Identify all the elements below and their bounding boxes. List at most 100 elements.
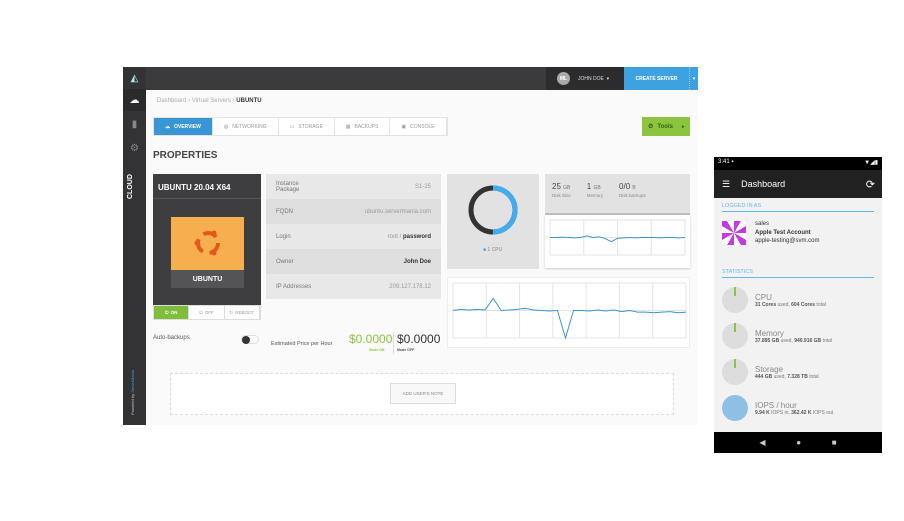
- unplug-icon: ⏻: [199, 310, 203, 315]
- auto-backups-label: Auto-backups: [153, 335, 190, 341]
- tab-label: OVERVIEW: [174, 123, 201, 130]
- cpu-donut: [468, 185, 518, 235]
- info-value: S1-25: [414, 183, 431, 190]
- series-line: [550, 235, 686, 243]
- server-title: UBUNTU 20.04 X64: [153, 174, 261, 199]
- tab-label: BACKUPS: [354, 123, 379, 130]
- breadcrumb-dashboard[interactable]: Dashboard: [157, 98, 187, 104]
- stat-total: 7.328 TB: [787, 373, 808, 380]
- stat-memory: 1 GB Memory: [587, 182, 603, 213]
- large-usage-chart: [447, 277, 690, 348]
- usage-pie: [722, 395, 748, 421]
- tab-overview[interactable]: ☁ OVERVIEW: [154, 118, 213, 135]
- status-bar: 3:41 ▪ ▼◢▮: [714, 157, 882, 170]
- recents-icon[interactable]: ■: [831, 438, 837, 447]
- sidebar-section-label: CLOUD: [127, 174, 134, 199]
- cloud-icon: ☁: [165, 123, 170, 130]
- stat-value: 0/0: [619, 182, 631, 191]
- stat-text: IOPS out: [811, 409, 834, 416]
- home-icon[interactable]: ●: [796, 438, 802, 447]
- stat-title: IOPS / hour: [755, 400, 797, 410]
- tab-networking[interactable]: ◍ NETWORKING: [213, 118, 279, 135]
- user-name: JOHN DOE: [578, 75, 604, 82]
- bar-chart-icon[interactable]: ▮: [131, 118, 138, 130]
- stat-used: 444 GB: [755, 373, 773, 380]
- tab-label: CONSOLE: [410, 123, 435, 130]
- sd-card-icon: ▪: [731, 159, 734, 165]
- stat-unit: GB: [593, 185, 601, 191]
- stat-title: Memory: [755, 328, 784, 338]
- user-menu[interactable]: ML JOHN DOE ▾: [546, 67, 624, 90]
- brand-name[interactable]: ServerMania: [130, 370, 135, 393]
- logo-icon[interactable]: ◭: [130, 72, 139, 84]
- legend-swatch-icon: ■: [483, 247, 487, 253]
- properties-table: Instance Package S1-25 FQDN ubuntu.serverm…: [266, 174, 441, 299]
- reboot-button[interactable]: ↻ REBOOT: [225, 306, 260, 319]
- menu-icon[interactable]: ☰: [722, 178, 731, 189]
- server-card: UBUNTU 20.04 X64 UBUNTU ⏻ ON ⏻ OFF ↻ REBOOT: [153, 174, 261, 320]
- cloud-icon[interactable]: ☁: [123, 89, 146, 111]
- storage-icon: ▭: [289, 123, 295, 130]
- tab-storage[interactable]: ▭ STORAGE: [279, 118, 335, 135]
- breadcrumb-separator: ›: [232, 98, 235, 104]
- nav-bar: ◀ ● ■: [714, 432, 882, 453]
- stat-unit: B: [632, 185, 636, 191]
- stat-memory: Memory 37.895 GB used, 940.916 GB total: [722, 323, 882, 349]
- signal-battery-icon: ▼◢▮: [864, 160, 878, 166]
- stat-disk-size: 25 GB Disk Size: [552, 182, 571, 213]
- tab-label: NETWORKING: [232, 123, 267, 130]
- tab-console[interactable]: ▣ CONSOLE: [390, 118, 447, 135]
- stat-text: IOPS in,: [769, 409, 792, 416]
- info-value: John Doe: [403, 258, 431, 265]
- cpu-legend: ■ 1 CPU: [483, 247, 502, 253]
- create-server-button[interactable]: CREATE SERVER: [624, 67, 689, 90]
- gear-icon[interactable]: ⚙: [130, 142, 139, 154]
- price-on: $0.0000: [349, 332, 393, 346]
- info-row: Instance Package S1-25: [266, 174, 441, 199]
- stat-value: 1: [586, 182, 592, 191]
- status-time: 3:41: [718, 159, 730, 165]
- power-controls: ⏻ ON ⏻ OFF ↻ REBOOT: [153, 305, 261, 320]
- logged-in-heading: LOGGED IN AS: [722, 203, 874, 212]
- cpu-panel: ■ 1 CPU: [447, 174, 539, 269]
- cpu-legend-label: 1 CPU: [487, 247, 503, 253]
- stat-total: 604 Cores: [791, 301, 816, 308]
- stat-total: 940.916 GB: [794, 337, 822, 344]
- stat-text: used,: [772, 373, 788, 380]
- tab-backups[interactable]: ▦ BACKUPS: [335, 118, 391, 135]
- password-value[interactable]: password: [402, 233, 431, 240]
- sidebar: ◭ ☁ ▮ ⚙ CLOUD Powered by ServerMania: [123, 67, 146, 425]
- breadcrumb-current: UBUNTU: [236, 98, 262, 104]
- info-value: ubuntu.servermania.com: [364, 208, 431, 215]
- price-off-label: Mode OFF: [397, 348, 415, 352]
- info-label: Instance Package: [276, 180, 300, 193]
- stat-label: Disk backups: [619, 193, 646, 198]
- stat-iops: IOPS / hour 9.94 K IOPS in, 362.42 K IOPS…: [722, 395, 882, 421]
- auto-backups-toggle[interactable]: [241, 335, 259, 344]
- add-note-button[interactable]: ADD USER'S NOTE: [390, 383, 456, 404]
- back-icon[interactable]: ◀: [759, 438, 766, 447]
- reboot-label: REBOOT: [235, 310, 255, 315]
- price-label: Estimated Price per Hour: [271, 341, 333, 347]
- power-on-button[interactable]: ⏻ ON: [154, 306, 190, 319]
- create-server-dropdown[interactable]: ▾: [689, 67, 698, 90]
- info-label: FQDN: [276, 208, 293, 215]
- caret-down-icon: ▾: [606, 75, 610, 82]
- stat-cpu: CPU 31 Cores used, 604 Cores total: [722, 287, 882, 313]
- info-row: IP Addresses 209.127.178.12: [266, 274, 441, 299]
- user-note-area: ADD USER'S NOTE: [170, 373, 674, 415]
- powered-by-text: Powered by: [130, 393, 135, 415]
- info-row: Login root / password: [266, 224, 441, 249]
- caret-down-icon: ▾: [692, 75, 696, 82]
- refresh-icon[interactable]: ⟳: [865, 178, 875, 191]
- stat-text: used,: [779, 337, 795, 344]
- series-line: [452, 297, 687, 340]
- console-icon: ▣: [401, 123, 407, 130]
- power-off-button[interactable]: ⏻ OFF: [189, 306, 225, 319]
- power-off-label: OFF: [204, 310, 214, 315]
- stat-disk-backups: 0/0 B Disk backups: [619, 182, 646, 213]
- breadcrumb-virtual-servers[interactable]: Virtual Servers: [191, 98, 231, 104]
- tools-button[interactable]: ⚙ Tools ▸: [642, 117, 690, 136]
- page-title: PROPERTIES: [153, 150, 218, 161]
- info-value: 209.127.178.12: [389, 283, 431, 290]
